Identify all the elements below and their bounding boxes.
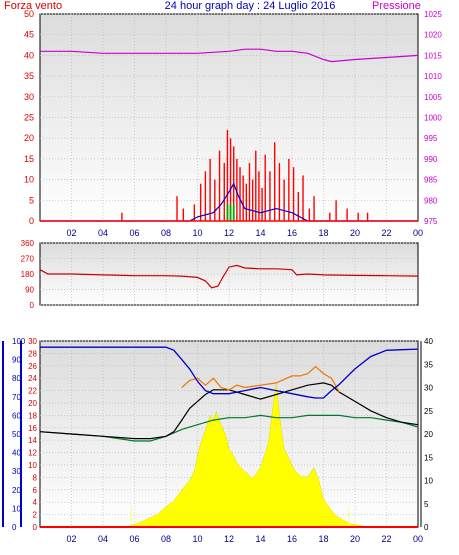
- humidity-axis-tick-label: 30: [28, 337, 37, 346]
- wind-axis-tick-label: 45: [24, 30, 34, 40]
- climate-tick-label: 04: [98, 534, 108, 544]
- pressure-axis-tick-label: 975: [424, 217, 438, 226]
- pressure-axis-tick-label: 1015: [424, 51, 442, 60]
- climate-tick-label: 02: [66, 534, 76, 544]
- pressure-axis-tick-label: 1010: [424, 72, 442, 81]
- wind-axis-tick-label: 30: [24, 92, 34, 102]
- humidity-axis-tick-label: 8: [33, 473, 38, 482]
- rain-axis-tick-label: 0: [12, 523, 17, 532]
- climate-tick-label: 08: [161, 534, 171, 544]
- pressure-axis-tick-label: 995: [424, 134, 438, 143]
- temperature-axis-tick-label: 10: [424, 477, 433, 486]
- rain-axis-tick-label: 80: [12, 374, 21, 383]
- rain-axis-tick-label: 50: [12, 430, 21, 439]
- pressure-axis-tick-label: 990: [424, 155, 438, 164]
- wind-tick-label: 00: [413, 228, 423, 238]
- wind-axis-tick-label: 5: [29, 195, 34, 205]
- direction-axis-tick-label: 360: [21, 239, 35, 248]
- solar-radiation-area: [126, 383, 368, 528]
- direction-axis-tick-label: 180: [21, 270, 35, 279]
- direction-axis-tick-label: 0: [30, 301, 35, 310]
- temperature-axis-tick-label: 40: [424, 337, 433, 346]
- page-title: 24 hour graph day : 24 Luglio 2016: [164, 0, 336, 12]
- humidity-axis-tick-label: 16: [28, 424, 37, 433]
- humidity-axis-tick-label: 20: [28, 399, 37, 408]
- temperature-axis-tick-label: 5: [424, 500, 429, 509]
- humidity-axis-tick-label: 12: [28, 449, 37, 458]
- pressure-axis-tick-label: 1005: [424, 93, 442, 102]
- humidity-axis-tick-label: 2: [33, 511, 38, 520]
- wind-tick-label: 02: [66, 228, 76, 238]
- wind-axis-tick-label: 20: [24, 133, 34, 143]
- wind-tick-label: 14: [255, 228, 265, 238]
- wind-tick-label: 04: [98, 228, 108, 238]
- temperature-axis-tick-label: 15: [424, 453, 433, 462]
- humidity-axis-tick-label: 4: [33, 498, 38, 507]
- wind-axis-tick-label: 15: [24, 154, 34, 164]
- humidity-axis-tick-label: 28: [28, 349, 37, 358]
- wind-axis-tick-label: 0: [29, 216, 34, 226]
- pressure-title: Pressione: [372, 0, 421, 12]
- temperature-axis-tick-label: 0: [424, 523, 429, 532]
- rain-axis-tick-label: 40: [12, 449, 21, 458]
- wind-tick-label: 12: [224, 228, 234, 238]
- rain-axis-tick-label: 70: [12, 393, 21, 402]
- humidity-axis-tick-label: 22: [28, 387, 37, 396]
- dewpoint-line: [39, 414, 419, 442]
- climate-tick-label: 18: [318, 534, 328, 544]
- wind-tick-label: 10: [192, 228, 202, 238]
- direction-axis-tick-label: 90: [25, 286, 34, 295]
- temperature-axis-tick-label: 30: [424, 384, 433, 393]
- pressure-line: [40, 48, 419, 63]
- pressure-axis-tick-label: 1000: [424, 114, 442, 123]
- wind-axis-tick-label: 40: [24, 50, 34, 60]
- pressure-axis-tick-label: 1025: [424, 10, 442, 19]
- climate-tick-label: 06: [129, 534, 139, 544]
- humidity-axis-tick-label: 10: [28, 461, 37, 470]
- humidity-axis-tick-label: 26: [28, 362, 37, 371]
- humidity-axis-tick-label: 0: [33, 523, 38, 532]
- climate-tick-label: 22: [381, 534, 391, 544]
- humidity-axis-tick-label: 14: [28, 436, 37, 445]
- wind-average-line: [40, 182, 418, 222]
- wind-axis-tick-label: 10: [24, 175, 34, 185]
- climate-tick-label: 10: [192, 534, 202, 544]
- wind-force-title: Forza vento: [4, 0, 63, 12]
- pressure-axis-tick-label: 980: [424, 196, 438, 205]
- wind-tick-label: 06: [129, 228, 139, 238]
- wind-tick-label: 16: [287, 228, 297, 238]
- rain-axis-tick-label: 20: [12, 486, 21, 495]
- climate-tick-label: 16: [287, 534, 297, 544]
- direction-axis-tick-label: 270: [21, 255, 35, 264]
- rain-axis-tick-label: 10: [12, 504, 21, 513]
- humidity-line: [40, 346, 419, 399]
- climate-tick-label: 12: [224, 534, 234, 544]
- climate-tick-label: 00: [413, 534, 423, 544]
- rain-axis-tick-label: 100: [12, 337, 26, 346]
- humidity-axis-tick-label: 24: [28, 374, 37, 383]
- wind-tick-label: 20: [350, 228, 360, 238]
- climate-tick-label: 14: [255, 534, 265, 544]
- wind-tick-label: 08: [161, 228, 171, 238]
- wind-tick-label: 22: [381, 228, 391, 238]
- windchill-line: [181, 365, 340, 393]
- rain-axis-tick-label: 60: [12, 411, 21, 420]
- climate-tick-label: 20: [350, 534, 360, 544]
- temperature-axis-tick-label: 25: [424, 407, 433, 416]
- pressure-axis-tick-label: 1020: [424, 31, 442, 40]
- rain-axis-tick-label: 30: [12, 467, 21, 476]
- temperature-axis-tick-label: 35: [424, 360, 433, 369]
- wind-axis-tick-label: 50: [24, 9, 34, 19]
- wind-direction-line: [39, 264, 419, 289]
- humidity-axis-tick-label: 18: [28, 411, 37, 420]
- temperature-axis-tick-label: 20: [424, 430, 433, 439]
- wind-tick-label: 18: [318, 228, 328, 238]
- wind-axis-tick-label: 25: [24, 113, 34, 123]
- wind-axis-tick-label: 35: [24, 71, 34, 81]
- rain-axis-tick-label: 90: [12, 356, 21, 365]
- pressure-axis-tick-label: 985: [424, 176, 438, 185]
- humidity-axis-tick-label: 6: [33, 486, 38, 495]
